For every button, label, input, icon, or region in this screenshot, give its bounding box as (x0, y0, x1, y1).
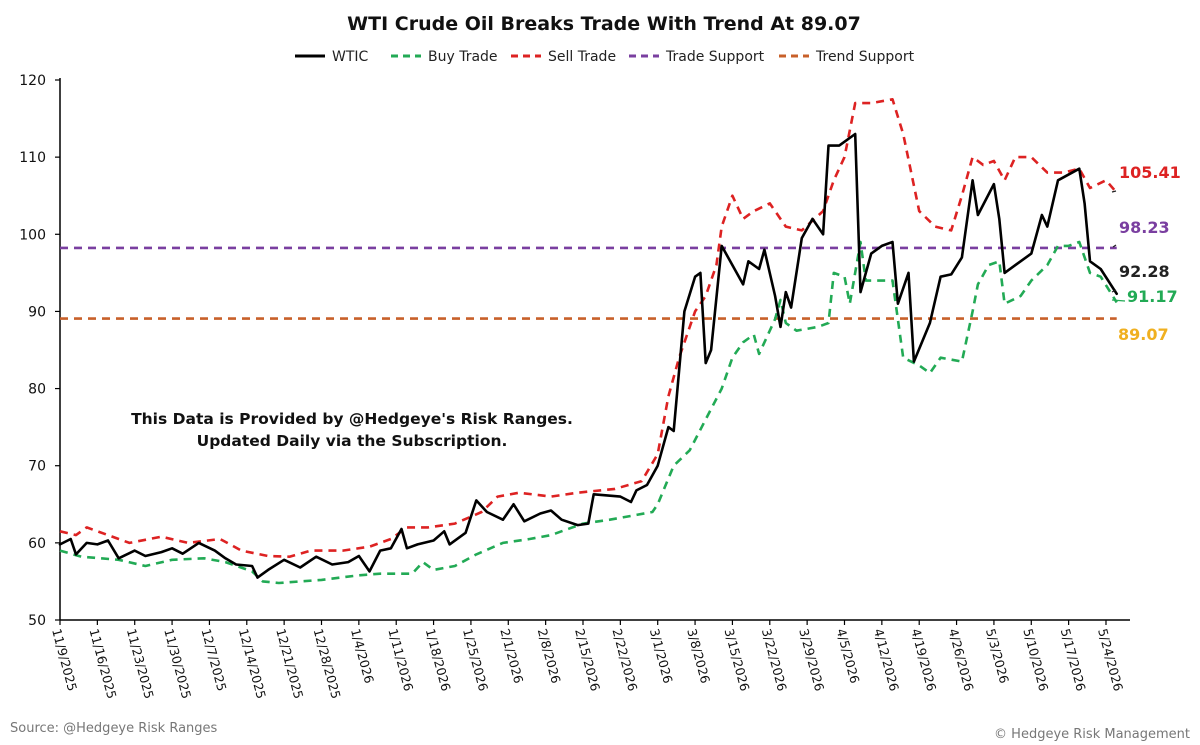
x-tick-label: 1/18/2026 (423, 627, 454, 693)
x-tick-label: 1/25/2026 (460, 627, 491, 693)
end-label-trend-support: 89.07 (1118, 325, 1169, 344)
legend-item-sell-trade: Sell Trade (511, 49, 616, 65)
x-tick-label: 3/22/2026 (759, 627, 790, 693)
x-tick-label: 4/5/2026 (834, 627, 863, 685)
legend-item-trade-support: Trade Support (629, 49, 765, 65)
legend-label: Trend Support (815, 49, 915, 65)
series-layer (58, 98, 1118, 585)
legend-item-trend-support: Trend Support (779, 49, 915, 65)
legend-label: Sell Trade (548, 49, 616, 65)
leader-line (1112, 244, 1117, 248)
x-tick-label: 2/8/2026 (535, 627, 564, 685)
y-axis: 50 60 70 80 90 100 110 120 (19, 73, 61, 629)
x-axis: 11/9/2025 11/16/2025 11/23/2025 11/30/2025 1… (49, 619, 1130, 700)
end-label-trade-support: 98.23 (1119, 218, 1170, 237)
x-tick-label: 2/22/2026 (609, 627, 640, 693)
x-tick-label: 3/15/2026 (722, 627, 753, 693)
buy-trade-line (59, 240, 1118, 585)
x-tick-label: 12/21/2025 (273, 627, 306, 700)
y-tick-label: 110 (19, 150, 46, 166)
x-tick-label: 5/24/2026 (1095, 627, 1126, 693)
x-tick-label: 1/4/2026 (348, 627, 377, 685)
end-label-buy-trade: 91.17 (1127, 287, 1178, 306)
legend: WTIC Buy Trade Sell Trade Trade Support Tren… (295, 49, 915, 65)
y-tick-label: 70 (28, 459, 46, 475)
y-tick-label: 60 (28, 536, 46, 552)
x-tick-label: 11/30/2025 (161, 627, 194, 700)
x-tick-label: 4/12/2026 (871, 627, 902, 693)
x-tick-label: 5/3/2026 (983, 627, 1012, 685)
annotation-line-2: Updated Daily via the Subscription. (197, 432, 508, 450)
y-tick-label: 120 (19, 73, 46, 89)
x-tick-label: 1/11/2026 (385, 627, 416, 693)
copyright-footer: © Hedgeye Risk Management (994, 727, 1190, 742)
x-tick-label: 2/15/2026 (572, 627, 603, 693)
x-tick-label: 11/16/2025 (86, 627, 119, 700)
x-tick-label: 12/28/2025 (311, 627, 344, 700)
y-tick-label: 50 (28, 613, 46, 629)
x-tick-label: 3/1/2026 (647, 627, 676, 685)
x-tick-label: 4/19/2026 (908, 627, 939, 693)
wtic-line (58, 132, 1118, 579)
leader-line (1111, 289, 1117, 293)
x-tick-label: 3/29/2026 (796, 627, 827, 693)
annotation-line-1: This Data is Provided by @Hedgeye's Risk… (131, 410, 573, 428)
end-labels: 105.41 98.23 92.28 91.17 89.07 (1111, 163, 1181, 344)
x-tick-label: 3/8/2026 (684, 627, 713, 685)
leader-line (1111, 190, 1117, 193)
x-tick-label: 4/26/2026 (946, 627, 977, 693)
legend-label: WTIC (332, 49, 369, 65)
legend-item-buy-trade: Buy Trade (391, 49, 498, 65)
x-tick-label: 11/9/2025 (49, 627, 80, 693)
chart-title: WTI Crude Oil Breaks Trade With Trend At… (347, 13, 861, 35)
x-tick-label: 11/23/2025 (124, 627, 157, 700)
x-tick-label: 12/7/2025 (199, 627, 230, 693)
source-footer: Source: @Hedgeye Risk Ranges (10, 721, 218, 736)
annotation: This Data is Provided by @Hedgeye's Risk… (131, 410, 573, 450)
x-tick-label: 12/14/2025 (236, 627, 269, 700)
x-tick-label: 5/17/2026 (1058, 627, 1089, 693)
legend-item-wtic: WTIC (295, 49, 369, 65)
sell-trade-line (59, 98, 1118, 558)
end-label-sell-trade: 105.41 (1119, 163, 1181, 182)
legend-label: Buy Trade (428, 49, 498, 65)
end-label-wtic: 92.28 (1119, 262, 1170, 281)
y-tick-label: 90 (28, 304, 46, 320)
legend-label: Trade Support (665, 49, 765, 65)
x-tick-label: 2/1/2026 (497, 627, 526, 685)
y-tick-label: 80 (28, 382, 46, 398)
leader-line (1111, 299, 1126, 302)
y-tick-label: 100 (19, 227, 46, 243)
x-tick-label: 5/10/2026 (1020, 627, 1051, 693)
